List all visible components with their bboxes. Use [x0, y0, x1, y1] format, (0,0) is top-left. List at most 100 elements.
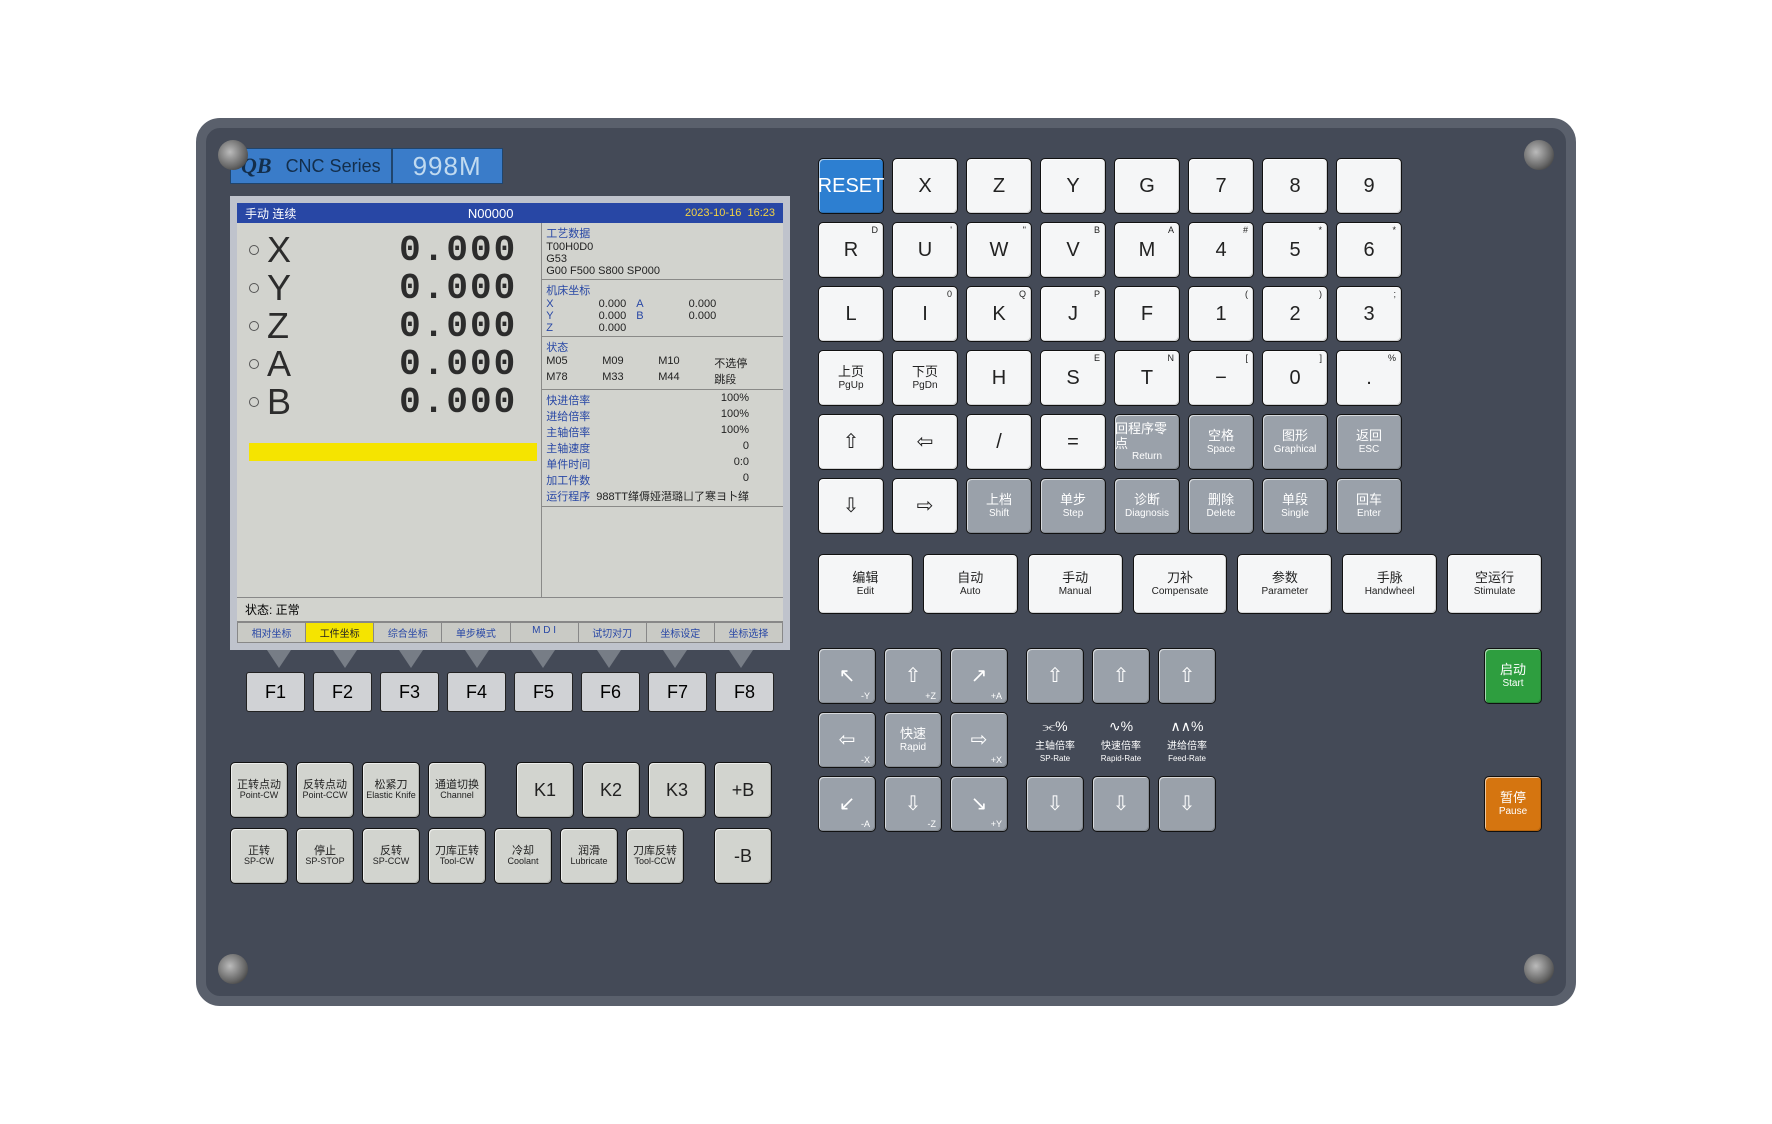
jog-key[interactable]: ↖-Y	[818, 648, 876, 704]
key[interactable]: 上页PgUp	[818, 350, 884, 406]
tab[interactable]: M D I	[511, 622, 579, 643]
tab[interactable]: 坐标设定	[647, 622, 715, 643]
key[interactable]: QK	[966, 286, 1032, 342]
key[interactable]: 返回ESC	[1336, 414, 1402, 470]
key[interactable]: %.	[1336, 350, 1402, 406]
key[interactable]: 启动Start	[1484, 648, 1542, 704]
f-key[interactable]: F2	[313, 672, 372, 712]
key[interactable]: #4	[1188, 222, 1254, 278]
ctrl-key[interactable]: 反转SP-CCW	[362, 828, 420, 884]
tab[interactable]: 相对坐标	[237, 622, 306, 643]
key[interactable]: ]0	[1262, 350, 1328, 406]
key[interactable]: F	[1114, 286, 1180, 342]
key[interactable]: *5	[1262, 222, 1328, 278]
key[interactable]: 手脉Handwheel	[1342, 554, 1437, 614]
ctrl-key[interactable]: 润滑Lubricate	[560, 828, 618, 884]
f-key[interactable]: F7	[648, 672, 707, 712]
key[interactable]: 刀补Compensate	[1133, 554, 1228, 614]
key[interactable]: (1	[1188, 286, 1254, 342]
key[interactable]: ⇨	[892, 478, 958, 534]
ctrl-key[interactable]: 正转SP-CW	[230, 828, 288, 884]
key[interactable]: 暂停Pause	[1484, 776, 1542, 832]
key[interactable]: 自动Auto	[923, 554, 1018, 614]
key[interactable]: NT	[1114, 350, 1180, 406]
key[interactable]: 手动Manual	[1028, 554, 1123, 614]
key[interactable]: 'U	[892, 222, 958, 278]
key[interactable]: 上档Shift	[966, 478, 1032, 534]
key[interactable]: 8	[1262, 158, 1328, 214]
ctrl-key[interactable]: 正转点动Point-CW	[230, 762, 288, 818]
key[interactable]: 下页PgDn	[892, 350, 958, 406]
key[interactable]: RESET	[818, 158, 884, 214]
ctrl-key[interactable]: 冷却Coolant	[494, 828, 552, 884]
key[interactable]: ⇩	[818, 478, 884, 534]
key[interactable]: 回车Enter	[1336, 478, 1402, 534]
key[interactable]: /	[966, 414, 1032, 470]
f-key[interactable]: F1	[246, 672, 305, 712]
key[interactable]: AM	[1114, 222, 1180, 278]
key[interactable]: 诊断Diagnosis	[1114, 478, 1180, 534]
jog-key[interactable]: ⇨+X	[950, 712, 1008, 768]
tab[interactable]: 坐标选择	[715, 622, 783, 643]
key[interactable]: ;3	[1336, 286, 1402, 342]
tab[interactable]: 试切对刀	[579, 622, 647, 643]
key[interactable]: 空运行Stimulate	[1447, 554, 1542, 614]
f-key[interactable]: F3	[380, 672, 439, 712]
key[interactable]: ⇧	[818, 414, 884, 470]
key[interactable]: "W	[966, 222, 1032, 278]
key[interactable]: G	[1114, 158, 1180, 214]
rate-up[interactable]: ⇧	[1158, 648, 1216, 704]
rate-up[interactable]: ⇧	[1026, 648, 1084, 704]
key[interactable]: 快速Rapid	[884, 712, 942, 768]
ctrl-key[interactable]: 通道切换Channel	[428, 762, 486, 818]
key[interactable]: 0I	[892, 286, 958, 342]
jog-key[interactable]: ⇧+Z	[884, 648, 942, 704]
key[interactable]: PJ	[1040, 286, 1106, 342]
f-key[interactable]: F4	[447, 672, 506, 712]
key[interactable]: 空格Space	[1188, 414, 1254, 470]
rate-down[interactable]: ⇩	[1026, 776, 1084, 832]
ctrl-key[interactable]: K2	[582, 762, 640, 818]
ctrl-key[interactable]: 反转点动Point-CCW	[296, 762, 354, 818]
ctrl-key[interactable]: 松紧刀Elastic Knife	[362, 762, 420, 818]
jog-key[interactable]: ⇩-Z	[884, 776, 942, 832]
key[interactable]: 9	[1336, 158, 1402, 214]
key[interactable]: 删除Delete	[1188, 478, 1254, 534]
key[interactable]: )2	[1262, 286, 1328, 342]
key[interactable]: 单步Step	[1040, 478, 1106, 534]
jog-key[interactable]: ↘+Y	[950, 776, 1008, 832]
tab[interactable]: 单步模式	[442, 622, 510, 643]
rate-down[interactable]: ⇩	[1092, 776, 1150, 832]
ctrl-key[interactable]: -B	[714, 828, 772, 884]
ctrl-key[interactable]: 停止SP-STOP	[296, 828, 354, 884]
key[interactable]: BV	[1040, 222, 1106, 278]
key[interactable]: 7	[1188, 158, 1254, 214]
key[interactable]: ⇦	[892, 414, 958, 470]
tab[interactable]: 综合坐标	[374, 622, 442, 643]
ctrl-key[interactable]: K3	[648, 762, 706, 818]
key[interactable]: 图形Graphical	[1262, 414, 1328, 470]
key[interactable]: [−	[1188, 350, 1254, 406]
ctrl-key[interactable]: +B	[714, 762, 772, 818]
rate-down[interactable]: ⇩	[1158, 776, 1216, 832]
rate-up[interactable]: ⇧	[1092, 648, 1150, 704]
key[interactable]: 参数Parameter	[1237, 554, 1332, 614]
jog-key[interactable]: ↗+A	[950, 648, 1008, 704]
f-key[interactable]: F5	[514, 672, 573, 712]
key[interactable]: 回程序零点Return	[1114, 414, 1180, 470]
key[interactable]: Y	[1040, 158, 1106, 214]
key[interactable]: 单段Single	[1262, 478, 1328, 534]
key[interactable]: X	[892, 158, 958, 214]
key[interactable]: H	[966, 350, 1032, 406]
ctrl-key[interactable]: 刀库反转Tool-CCW	[626, 828, 684, 884]
f-key[interactable]: F6	[581, 672, 640, 712]
key[interactable]: *6	[1336, 222, 1402, 278]
ctrl-key[interactable]: K1	[516, 762, 574, 818]
key[interactable]: =	[1040, 414, 1106, 470]
ctrl-key[interactable]: 刀库正转Tool-CW	[428, 828, 486, 884]
key[interactable]: Z	[966, 158, 1032, 214]
jog-key[interactable]: ⇦-X	[818, 712, 876, 768]
f-key[interactable]: F8	[715, 672, 774, 712]
key[interactable]: ES	[1040, 350, 1106, 406]
tab[interactable]: 工件坐标	[306, 622, 374, 643]
